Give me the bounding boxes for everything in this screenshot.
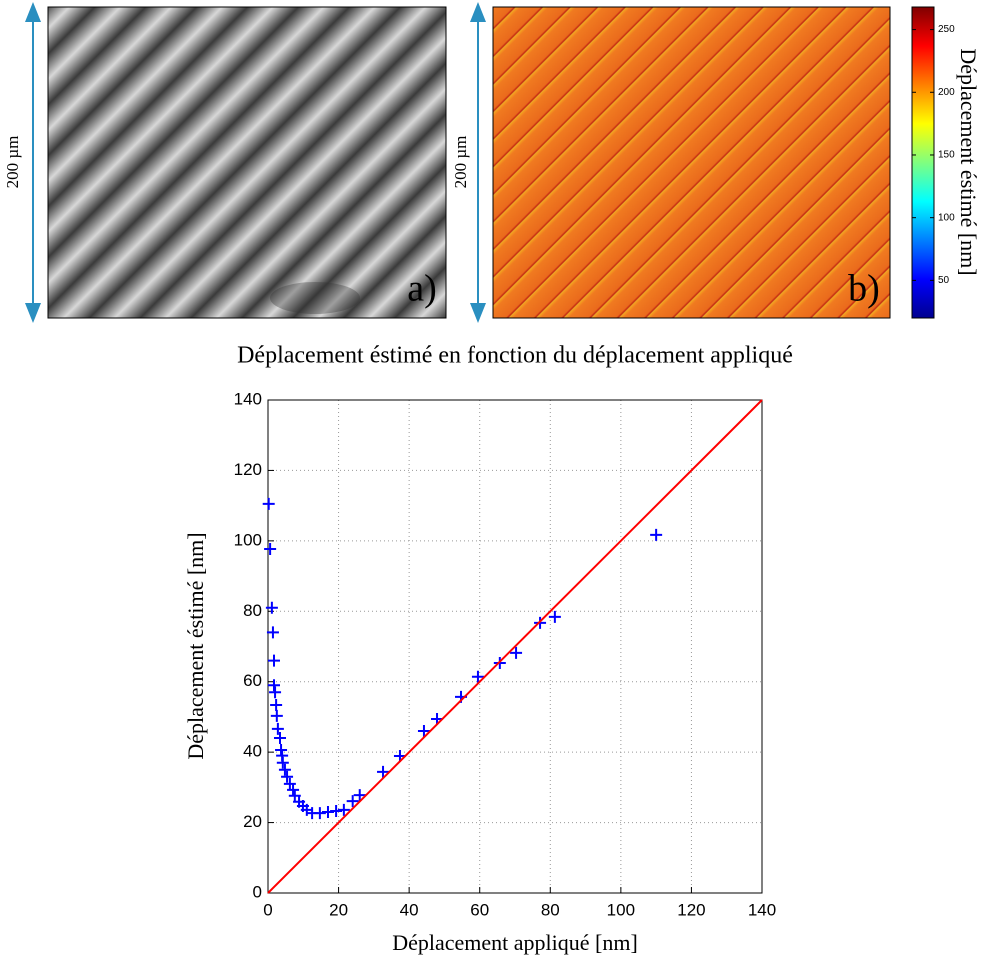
x-tick-label: 140 <box>748 900 776 919</box>
point <box>265 601 278 614</box>
x-axis-label: Déplacement appliqué [nm] <box>392 930 638 955</box>
scale-label: 200 µm <box>451 136 470 189</box>
chart-title: Déplacement éstimé en fonction du déplac… <box>237 343 793 369</box>
colorbar <box>911 6 935 319</box>
y-axis-label: Déplacement éstimé [nm] <box>183 532 208 759</box>
y-tick-label: 120 <box>234 460 262 479</box>
x-tick-label: 60 <box>470 900 489 919</box>
panel-label: a) <box>407 268 437 310</box>
axes-box <box>267 399 763 894</box>
point <box>275 744 288 757</box>
x-tick-label: 100 <box>607 900 635 919</box>
y-tick-label: 80 <box>243 601 262 620</box>
point <box>281 770 294 783</box>
point <box>346 795 359 808</box>
point <box>271 722 284 735</box>
point <box>471 670 484 683</box>
panel-label: b) <box>848 268 880 310</box>
y-tick-label: 60 <box>243 671 262 690</box>
point <box>262 497 275 510</box>
y-tick-label: 0 <box>253 882 262 901</box>
point <box>267 654 280 667</box>
colorbar-label: Déplacement éstimé [nm] <box>956 48 981 275</box>
point <box>510 646 523 659</box>
y-tick-label: 20 <box>243 812 262 831</box>
point <box>266 626 279 639</box>
y-tick-label: 100 <box>234 530 262 549</box>
colorbar-tick-label: 100 <box>938 212 955 223</box>
point <box>287 783 300 796</box>
point <box>313 807 326 820</box>
colorbar-tick-label: 50 <box>938 275 950 286</box>
point <box>548 610 561 623</box>
point <box>278 763 291 776</box>
x-tick-label: 0 <box>263 900 272 919</box>
image-b <box>492 6 891 319</box>
image-a <box>47 6 447 319</box>
speckle <box>270 282 360 314</box>
x-tick-label: 40 <box>400 900 419 919</box>
colorbar-tick-label: 250 <box>938 24 955 35</box>
point <box>269 686 282 699</box>
scale-label: 200 µm <box>3 136 22 189</box>
point <box>377 765 390 778</box>
x-tick-label: 80 <box>541 900 560 919</box>
line <box>267 399 763 894</box>
point <box>330 804 343 817</box>
point <box>273 732 286 745</box>
point <box>270 698 283 711</box>
point <box>276 756 289 769</box>
colorbar-tick-label: 150 <box>938 150 955 161</box>
y-tick-label: 40 <box>243 742 262 761</box>
point <box>270 709 283 722</box>
point <box>353 789 366 802</box>
point <box>417 725 430 738</box>
point <box>650 528 663 541</box>
point <box>337 803 350 816</box>
x-tick-label: 120 <box>677 900 705 919</box>
point <box>264 542 277 555</box>
colorbar-tick-label: 200 <box>938 87 955 98</box>
x-tick-label: 20 <box>329 900 348 919</box>
point <box>267 679 280 692</box>
y-tick-label: 140 <box>234 389 262 408</box>
point <box>321 806 334 819</box>
